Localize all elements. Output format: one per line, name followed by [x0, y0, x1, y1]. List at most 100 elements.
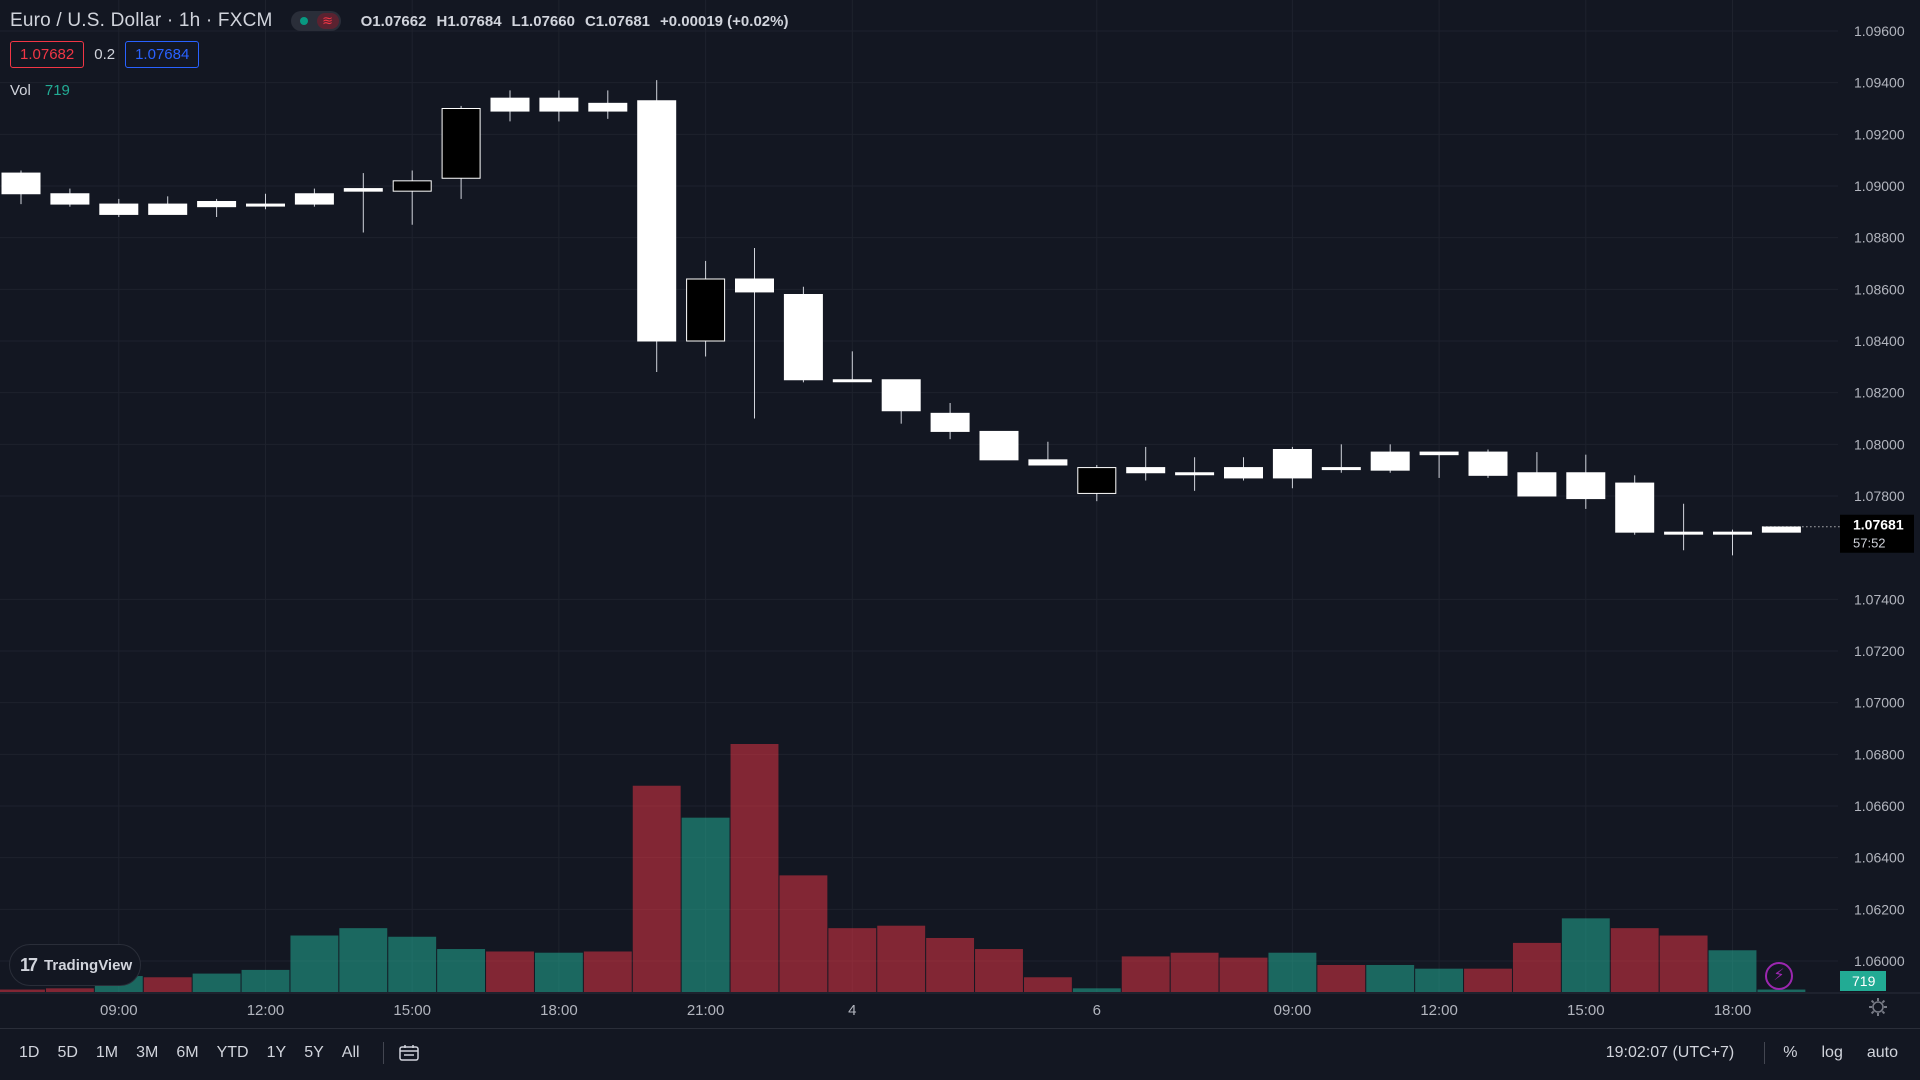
candle: [686, 260, 726, 357]
candle-body: [294, 193, 334, 205]
range-3m-button[interactable]: 3M: [136, 1044, 159, 1061]
candle-body: [1126, 467, 1166, 474]
price-tick-label: 1.07000: [1854, 695, 1905, 711]
candle-body: [783, 294, 823, 381]
volume-bar: [534, 952, 583, 992]
last-price-value: 1.07681: [1853, 517, 1904, 533]
candle: [1272, 446, 1312, 489]
time-tick-label: 12:00: [1420, 1002, 1458, 1019]
candle-body: [1566, 472, 1606, 500]
price-chart[interactable]: 1.09600 1.09400 1.09200 1.09000 1.08800 1.086…: [0, 0, 1920, 1028]
candle: [1175, 457, 1215, 491]
time-tick-label: 15:00: [1567, 1002, 1605, 1019]
candle-body: [1664, 531, 1704, 535]
volume-bar: [1659, 935, 1708, 992]
tradingview-logo[interactable]: 17 TradingView: [9, 944, 141, 986]
ohlc-low: L1.07660: [511, 12, 575, 30]
candle-body: [441, 108, 481, 179]
buy-price-button[interactable]: 1.07684: [125, 41, 200, 68]
volume-legend[interactable]: Vol 719: [10, 82, 70, 99]
ohlc-open: O1.07662: [360, 12, 427, 30]
price-tick-label: 1.07800: [1854, 488, 1905, 504]
candle: [50, 188, 90, 207]
volume-bar: [1708, 950, 1757, 992]
range-all-button[interactable]: All: [341, 1044, 360, 1061]
volume-legend-value: 719: [44, 82, 70, 99]
price-tick-label: 1.07400: [1854, 591, 1905, 607]
tradingview-logo-text: TradingView: [44, 956, 133, 974]
lightning-icon[interactable]: ⚡: [1765, 962, 1793, 990]
candle: [1321, 444, 1361, 473]
auto-scale-button[interactable]: auto: [1866, 1044, 1898, 1061]
candle: [1517, 452, 1557, 497]
ohlc-values: O1.07662 H1.07684 L1.07660 C1.07681 +0.0…: [361, 13, 789, 30]
candle-body: [979, 430, 1019, 461]
candle: [1028, 441, 1068, 466]
percent-scale-button[interactable]: %: [1783, 1044, 1798, 1061]
symbol-title[interactable]: Euro / U.S. Dollar · 1h · FXCM: [10, 10, 273, 31]
candle: [930, 403, 970, 440]
candle: [441, 105, 481, 199]
candle-body: [1, 172, 41, 195]
candle-body: [1175, 472, 1215, 476]
candle-body: [99, 203, 139, 215]
calendar-range-icon[interactable]: [398, 1044, 420, 1062]
time-tick-label: 6: [1093, 1002, 1101, 1019]
candle-body: [490, 97, 530, 112]
price-tick-label: 1.08800: [1854, 230, 1905, 246]
wave-icon: ≋: [316, 13, 339, 29]
volume-bar: [828, 928, 877, 992]
volume-bar: [877, 925, 926, 992]
volume-bar: [437, 949, 486, 992]
range-5y-button[interactable]: 5Y: [304, 1044, 324, 1061]
candle-body: [1028, 459, 1068, 466]
time-tick-label: 4: [848, 1002, 856, 1019]
volume-bar: [192, 973, 241, 992]
time-tick-label: 18:00: [1714, 1002, 1752, 1019]
log-scale-button[interactable]: log: [1821, 1044, 1843, 1061]
price-tick-label: 1.06200: [1854, 901, 1905, 917]
candle: [832, 351, 872, 383]
volume-bar: [1072, 988, 1121, 992]
candle: [1077, 465, 1117, 502]
gear-icon[interactable]: [1868, 997, 1888, 1017]
time-tick-label: 15:00: [393, 1002, 431, 1019]
volume-bar: [0, 989, 45, 992]
candle-body: [1517, 472, 1557, 497]
volume-bar: [1415, 968, 1464, 992]
scale-options: 19:02:07 (UTC+7) % log auto: [1594, 1029, 1910, 1077]
candle-body: [1321, 467, 1361, 471]
candle-body: [343, 188, 383, 192]
price-axis[interactable]: 1.09600 1.09400 1.09200 1.09000 1.08800 1.086…: [1840, 0, 1920, 1028]
time-axis[interactable]: 09:00 12:00 15:00 18:00 21:00 4 6 09:00 12:00 15:…: [0, 992, 1920, 1019]
candle: [1419, 451, 1459, 478]
ohlc-close: C1.07681: [584, 12, 651, 30]
price-tick-label: 1.06800: [1854, 746, 1905, 762]
range-ytd-button[interactable]: YTD: [216, 1044, 249, 1061]
clock-timezone[interactable]: 19:02:07 (UTC+7): [1605, 1044, 1735, 1061]
candle-body: [50, 193, 90, 205]
candle: [979, 430, 1019, 461]
market-status-icon[interactable]: ≋: [290, 11, 341, 31]
range-5d-button[interactable]: 5D: [57, 1044, 78, 1061]
volume-bar: [779, 875, 828, 992]
volume-value-label: 719: [1840, 971, 1886, 991]
price-tick-label: 1.06000: [1854, 953, 1905, 969]
range-1d-button[interactable]: 1D: [19, 1044, 40, 1061]
range-1y-button[interactable]: 1Y: [266, 1044, 287, 1061]
volume-bar: [388, 936, 437, 992]
range-1m-button[interactable]: 1M: [95, 1044, 119, 1061]
volume-bar: [1757, 989, 1806, 992]
tradingview-logo-icon: 17: [20, 954, 38, 975]
sell-price-button[interactable]: 1.07682: [10, 41, 85, 68]
ohlc-change: +0.00019 (+0.02%): [660, 12, 789, 30]
volume-bar: [486, 951, 534, 992]
price-tick-label: 1.09600: [1854, 23, 1905, 39]
volume-bar: [1219, 957, 1268, 992]
range-6m-button[interactable]: 6M: [176, 1044, 199, 1061]
candle: [343, 173, 383, 233]
volume-bar: [290, 935, 339, 992]
candle-body: [832, 379, 872, 383]
spread-value: 0.2: [94, 46, 116, 63]
volume-bar: [1121, 956, 1170, 992]
